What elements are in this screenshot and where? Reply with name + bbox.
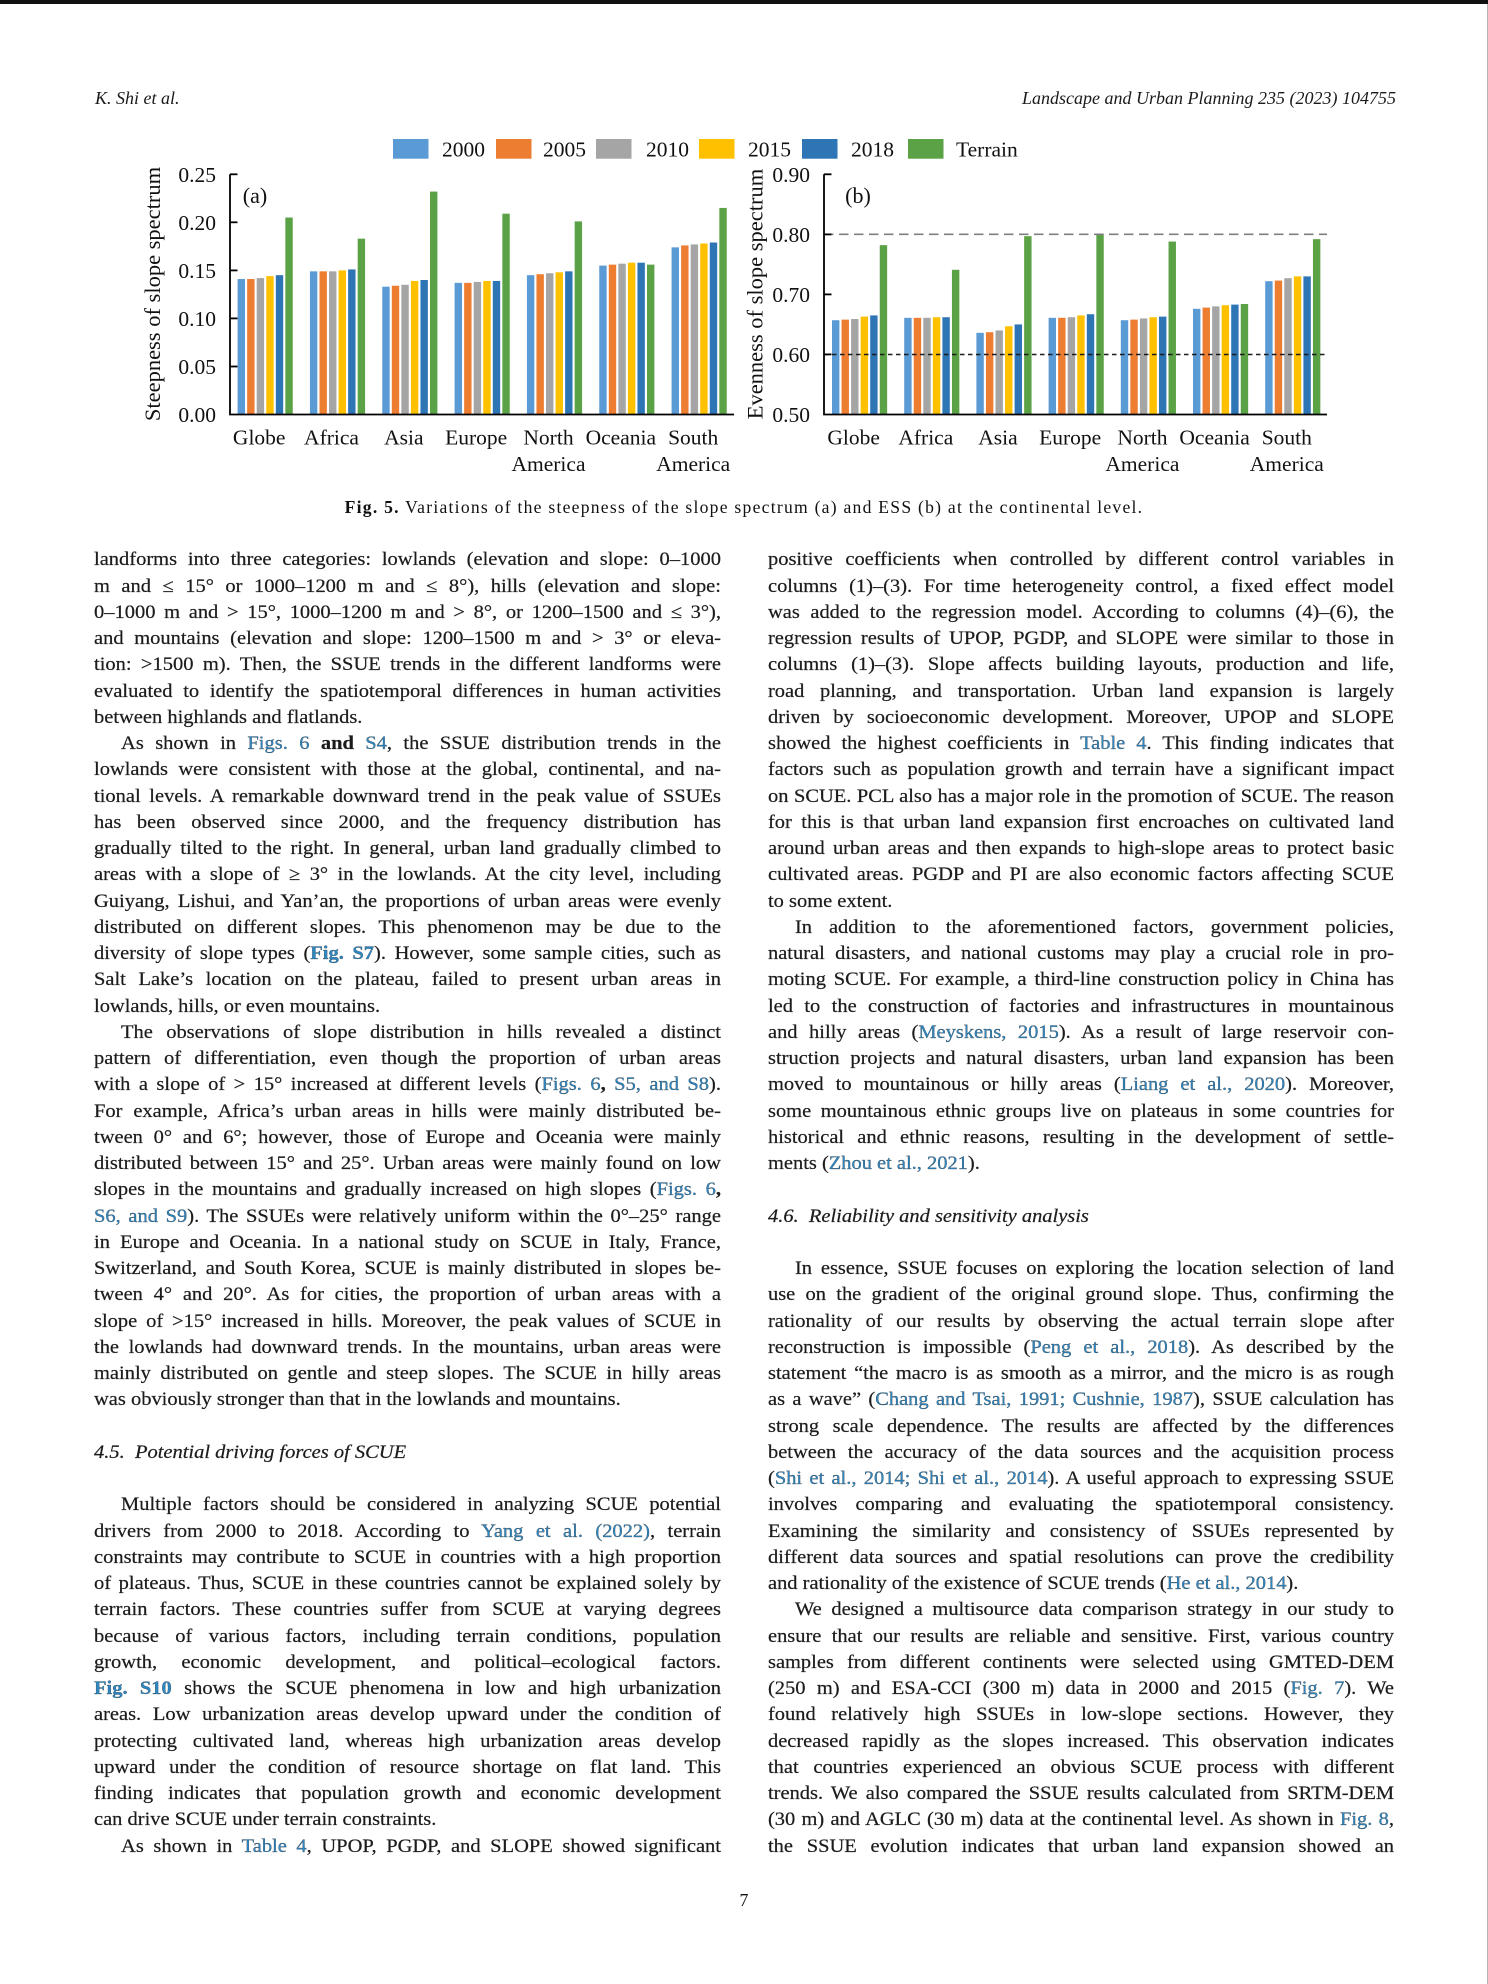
- svg-text:Asia: Asia: [978, 426, 1018, 450]
- svg-text:Globe: Globe: [233, 426, 286, 450]
- svg-text:0.70: 0.70: [772, 283, 810, 307]
- svg-text:Oceania: Oceania: [1179, 426, 1250, 450]
- svg-text:North: North: [523, 426, 573, 450]
- svg-text:Africa: Africa: [304, 426, 359, 450]
- svg-text:Africa: Africa: [898, 426, 953, 450]
- svg-text:America: America: [1250, 452, 1324, 476]
- svg-text:Oceania: Oceania: [586, 426, 657, 450]
- svg-text:(a): (a): [243, 183, 267, 208]
- svg-text:0.20: 0.20: [178, 211, 216, 235]
- svg-text:South: South: [668, 426, 718, 450]
- svg-text:Europe: Europe: [445, 426, 507, 450]
- svg-text:2018: 2018: [851, 138, 894, 162]
- svg-text:2010: 2010: [646, 138, 689, 162]
- svg-text:0.50: 0.50: [772, 403, 810, 427]
- svg-text:0.25: 0.25: [178, 163, 216, 187]
- svg-text:Globe: Globe: [827, 426, 880, 450]
- svg-text:0.00: 0.00: [178, 403, 216, 427]
- svg-text:2000: 2000: [442, 138, 485, 162]
- svg-text:South: South: [1262, 426, 1312, 450]
- svg-text:Evenness of slope spectrum: Evenness of slope spectrum: [743, 168, 768, 419]
- svg-text:0.90: 0.90: [772, 163, 810, 187]
- svg-text:America: America: [1105, 452, 1179, 476]
- svg-text:Steepness of slope spectrum: Steepness of slope spectrum: [140, 166, 165, 421]
- svg-text:0.60: 0.60: [772, 343, 810, 367]
- svg-text:2005: 2005: [543, 138, 586, 162]
- svg-text:0.80: 0.80: [772, 223, 810, 247]
- svg-text:0.10: 0.10: [178, 307, 216, 331]
- svg-text:(b): (b): [845, 183, 871, 208]
- svg-text:Terrain: Terrain: [956, 138, 1018, 162]
- svg-text:America: America: [656, 452, 730, 476]
- svg-text:Asia: Asia: [384, 426, 424, 450]
- svg-text:Europe: Europe: [1039, 426, 1101, 450]
- svg-text:0.05: 0.05: [178, 355, 216, 379]
- svg-text:2015: 2015: [748, 138, 791, 162]
- svg-text:America: America: [511, 452, 585, 476]
- svg-text:0.15: 0.15: [178, 259, 216, 283]
- svg-text:North: North: [1117, 426, 1167, 450]
